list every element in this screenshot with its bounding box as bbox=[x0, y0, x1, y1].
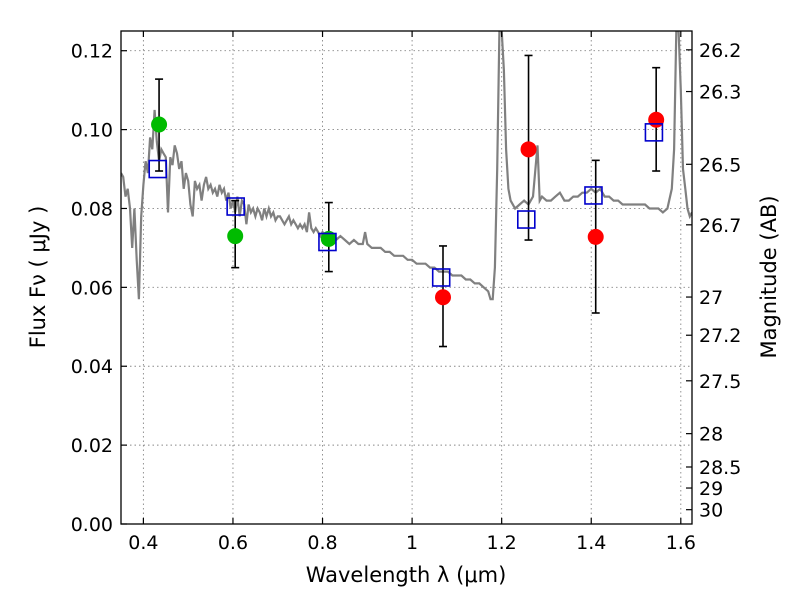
x-tick-labels: 0.4 0.6 0.8 1 1.2 1.4 1.6 bbox=[128, 532, 696, 554]
magnitude-tick-label: 27.2 bbox=[699, 325, 741, 347]
x-tick-label: 1.4 bbox=[576, 532, 606, 554]
green-data-point bbox=[151, 116, 168, 133]
y-tick-label: 0.06 bbox=[71, 277, 113, 299]
y-tick-label: 0.10 bbox=[71, 120, 113, 142]
model-spectrum-line bbox=[121, 31, 692, 301]
y-tick-label: 0.04 bbox=[71, 356, 113, 378]
y-axis-label: Flux Fν ( μJy ) bbox=[26, 206, 50, 349]
model-box-point bbox=[226, 197, 245, 216]
red-data-point bbox=[587, 228, 604, 245]
x-tick-label: 0.6 bbox=[218, 532, 248, 554]
y-tick-labels: 0.00 0.02 0.04 0.06 0.08 0.10 0.12 bbox=[71, 41, 113, 536]
model-box-point bbox=[431, 268, 451, 287]
plot-frame bbox=[120, 30, 693, 525]
model-box-point bbox=[644, 123, 664, 142]
green-data-point bbox=[227, 228, 244, 245]
ticks bbox=[121, 31, 692, 525]
y-tick-label: 0.02 bbox=[71, 435, 113, 457]
y2-axis-label: Magnitude (AB) bbox=[757, 195, 781, 358]
magnitude-tick-label: 27.5 bbox=[699, 371, 741, 393]
magnitude-tick-label: 30 bbox=[699, 500, 723, 522]
magnitude-tick-label: 26.3 bbox=[699, 82, 741, 104]
model-box-point bbox=[516, 210, 536, 229]
magnitude-tick-label: 26.7 bbox=[699, 215, 741, 237]
magnitude-tick-label: 28.5 bbox=[699, 457, 741, 479]
x-axis-label: Wavelength λ (μm) bbox=[306, 563, 507, 587]
model-box-point bbox=[584, 186, 603, 205]
grid bbox=[121, 31, 692, 524]
x-tick-label: 1.6 bbox=[666, 532, 696, 554]
model-box-point bbox=[148, 159, 168, 179]
red-data-point bbox=[648, 111, 665, 128]
magnitude-tick-label: 29 bbox=[699, 478, 723, 500]
x-tick-label: 0.4 bbox=[128, 532, 158, 554]
magnitude-tick-label: 27 bbox=[699, 287, 723, 309]
y-tick-label: 0.12 bbox=[71, 41, 113, 63]
x-tick-label: 1.2 bbox=[487, 532, 517, 554]
magnitude-tick-label: 26.5 bbox=[699, 154, 741, 176]
x-tick-label: 0.8 bbox=[307, 532, 337, 554]
y-tick-label: 0.08 bbox=[71, 198, 113, 220]
red-data-point bbox=[520, 141, 537, 158]
magnitude-tick-label: 26.2 bbox=[699, 40, 741, 62]
red-data-point bbox=[434, 289, 451, 306]
data-points bbox=[148, 111, 665, 306]
model-spectrum-layer bbox=[121, 31, 692, 301]
y-tick-label: 0.00 bbox=[71, 514, 113, 536]
x-tick-label: 1 bbox=[406, 532, 418, 554]
magnitude-tick-label: 28 bbox=[699, 424, 723, 446]
model-box-point bbox=[318, 232, 337, 252]
